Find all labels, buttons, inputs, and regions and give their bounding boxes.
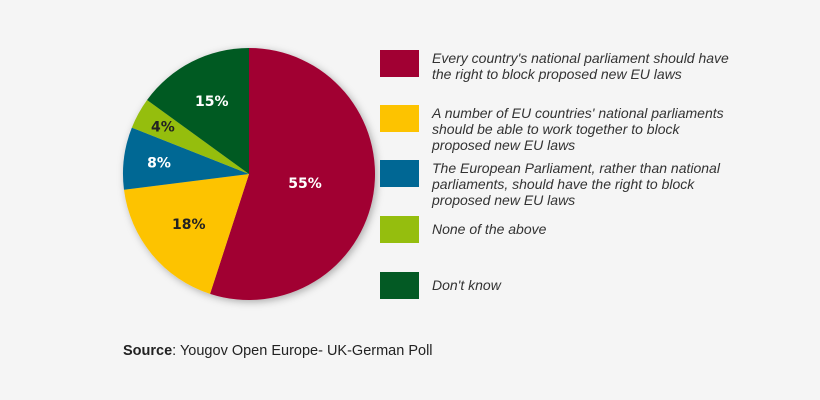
source-text: : Yougov Open Europe- UK-German Poll [172,343,433,359]
legend-label: The European Parliament, rather than nat… [432,160,720,208]
source-prefix: Source [123,343,173,359]
legend-item: A number of EU countries' national parli… [380,105,732,153]
legend-label: Don't know [432,277,501,293]
pie-slice [123,174,249,294]
source-note: Source: Yougov Open Europe- UK-German Po… [123,343,433,359]
pie-slice [131,99,249,174]
legend-swatch [380,105,419,132]
legend-item: The European Parliament, rather than nat… [380,160,732,208]
pie-slice [147,48,249,174]
legend-label: A number of EU countries' national parli… [432,105,724,153]
legend-item: Don't know [380,272,732,299]
legend-swatch [380,216,419,243]
legend-item: Every country's national parliament shou… [380,50,732,82]
legend-swatch [380,160,419,187]
legend-swatch [380,50,419,77]
legend-swatch [380,272,419,299]
slice-value-label: 18% [172,217,206,233]
slice-value-label: 15% [195,94,229,110]
slice-value-label: 55% [288,176,322,192]
legend-label: Every country's national parliament shou… [432,50,729,82]
slice-value-label: 4% [151,120,175,136]
legend-label: None of the above [432,221,547,237]
slice-value-label: 8% [147,156,171,172]
legend-item: None of the above [380,216,732,243]
pie-slice [210,48,375,300]
pie-slice [123,127,249,190]
